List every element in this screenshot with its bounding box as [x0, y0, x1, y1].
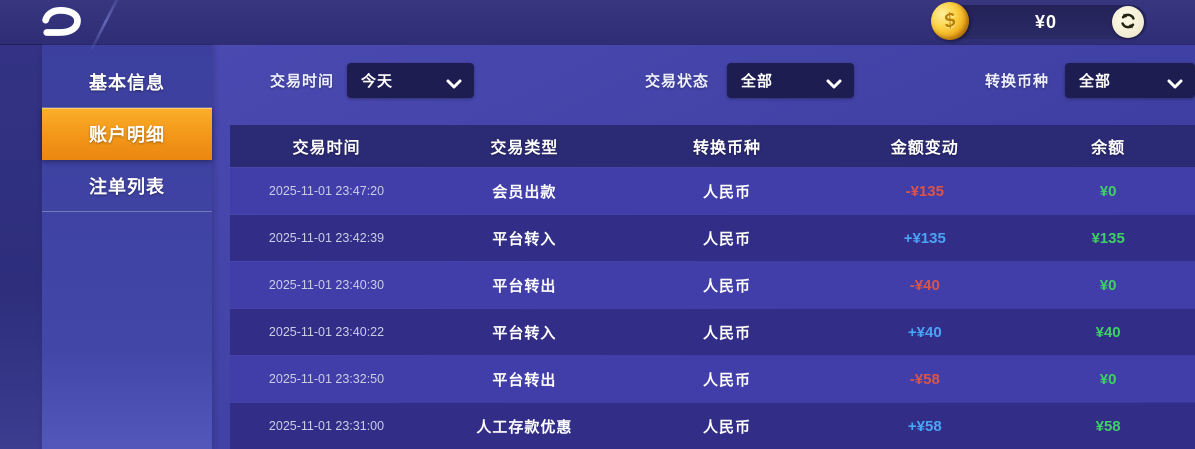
refresh-button[interactable]	[1112, 6, 1144, 38]
balance-display: $ ¥0	[926, 0, 1147, 45]
cell-currency: 人民币	[702, 230, 751, 248]
column-header-time: 交易时间	[292, 140, 361, 157]
table-row: 2025-11-01 23:40:22 平台转入 人民币 +¥40 ¥40	[230, 309, 1195, 355]
chevron-down-icon	[446, 76, 462, 94]
table-row: 2025-11-01 23:31:00 人工存款优惠 人民币 +¥58 ¥58	[230, 403, 1195, 449]
sidebar-item-bet-list[interactable]: 注单列表	[42, 160, 212, 212]
cell-currency: 人民币	[702, 277, 751, 295]
table-row: 2025-11-01 23:40:30 平台转出 人民币 -¥40 ¥0	[230, 262, 1195, 308]
cell-currency: 人民币	[702, 324, 751, 342]
refresh-icon	[1118, 11, 1138, 34]
cell-balance: ¥40	[1095, 323, 1121, 341]
transaction-status-select-value: 全部	[741, 73, 774, 90]
cell-transaction-time: 2025-11-01 23:42:39	[268, 231, 385, 245]
top-bar: $ ¥0	[0, 0, 1195, 50]
app-logo-icon[interactable]	[22, 4, 100, 40]
table-body: 2025-11-01 23:47:20 会员出款 人民币 -¥135 ¥0 20…	[230, 168, 1195, 449]
sidebar-item-basic-info[interactable]: 基本信息	[42, 56, 212, 108]
cell-transaction-time: 2025-11-01 23:47:20	[268, 184, 385, 198]
cell-transaction-type: 平台转入	[492, 324, 557, 342]
cell-amount-change: -¥58	[909, 370, 940, 388]
transaction-time-select-value: 今天	[361, 73, 394, 90]
balance-amount: ¥0	[1034, 11, 1058, 32]
chevron-down-icon	[826, 76, 842, 94]
cell-amount-change: -¥135	[905, 182, 944, 200]
currency-select[interactable]: 全部	[1065, 63, 1195, 98]
column-header-type: 交易类型	[490, 140, 559, 157]
column-header-currency: 转换币种	[692, 140, 761, 157]
cell-transaction-type: 会员出款	[492, 183, 557, 201]
transactions-table: 交易时间 交易类型 转换币种 金额变动 余额 2025-11-01 23:47:…	[230, 125, 1195, 449]
filter-bar: 交易时间 今天 交易状态 全部 转换币种 全部	[230, 63, 1195, 98]
transaction-status-select[interactable]: 全部	[727, 63, 854, 98]
transaction-time-select[interactable]: 今天	[347, 63, 474, 98]
cell-balance: ¥0	[1099, 182, 1117, 200]
chevron-down-icon	[1167, 76, 1183, 94]
table-row: 2025-11-01 23:42:39 平台转入 人民币 +¥135 ¥135	[230, 215, 1195, 261]
cell-transaction-type: 平台转出	[492, 371, 557, 389]
main-content: 交易时间 今天 交易状态 全部 转换币种 全部 交易时间 交易类型 转换币种	[230, 44, 1195, 449]
cell-currency: 人民币	[702, 371, 751, 389]
column-header-change: 金额变动	[890, 140, 959, 157]
cell-balance: ¥0	[1099, 370, 1117, 388]
column-header-balance: 余额	[1091, 140, 1126, 157]
sidebar-item-account-details[interactable]: 账户明细	[42, 108, 212, 160]
cell-balance: ¥135	[1091, 229, 1125, 247]
table-row: 2025-11-01 23:47:20 会员出款 人民币 -¥135 ¥0	[230, 168, 1195, 214]
currency-select-value: 全部	[1079, 73, 1112, 90]
cell-transaction-time: 2025-11-01 23:31:00	[268, 419, 385, 433]
cell-amount-change: -¥40	[909, 276, 940, 294]
cell-balance: ¥58	[1095, 417, 1121, 435]
cell-currency: 人民币	[702, 418, 751, 436]
transaction-status-filter-label: 交易状态	[645, 73, 710, 90]
cell-transaction-time: 2025-11-01 23:32:50	[268, 372, 385, 386]
table-header-row: 交易时间 交易类型 转换币种 金额变动 余额	[230, 125, 1195, 167]
currency-filter-label: 转换币种	[985, 73, 1050, 90]
cell-currency: 人民币	[702, 183, 751, 201]
cell-transaction-time: 2025-11-01 23:40:30	[268, 278, 385, 292]
cell-transaction-type: 人工存款优惠	[476, 418, 573, 436]
sidebar: 基本信息 账户明细 注单列表	[42, 44, 212, 449]
cell-amount-change: +¥58	[907, 417, 942, 435]
transaction-time-filter-label: 交易时间	[270, 73, 335, 90]
left-edge-strip	[0, 44, 42, 449]
cell-transaction-time: 2025-11-01 23:40:22	[268, 325, 385, 339]
cell-transaction-type: 平台转入	[492, 230, 557, 248]
table-row: 2025-11-01 23:32:50 平台转出 人民币 -¥58 ¥0	[230, 356, 1195, 402]
cell-balance: ¥0	[1099, 276, 1117, 294]
cell-amount-change: +¥40	[907, 323, 942, 341]
cell-transaction-type: 平台转出	[492, 277, 557, 295]
cell-amount-change: +¥135	[903, 229, 946, 247]
